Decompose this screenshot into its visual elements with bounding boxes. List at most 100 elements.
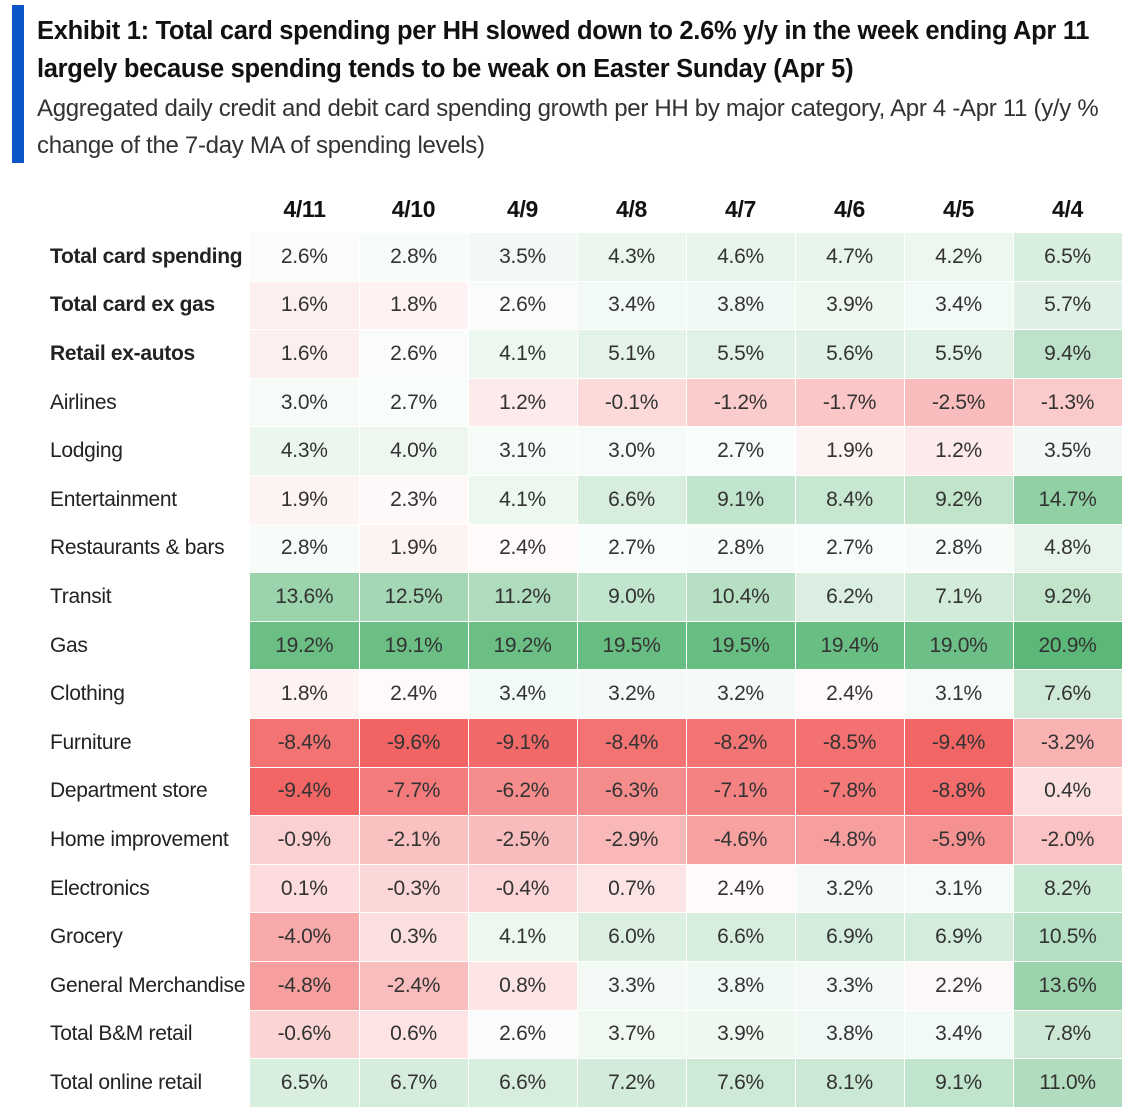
heat-cell: 3.1%	[904, 864, 1014, 914]
heat-cell: 3.0%	[250, 378, 360, 428]
heat-cell: -2.5%	[468, 815, 578, 865]
table-row: Total B&M retail -0.6% 0.6% 2.6% 3.7% 3.9% 3.8…	[42, 1010, 1123, 1060]
table-row: Retail ex-autos 1.6% 2.6% 4.1% 5.1% 5.5% 5.6% 5…	[42, 329, 1123, 379]
heat-cell: 2.4%	[468, 524, 578, 574]
heat-cell: -8.4%	[250, 718, 360, 768]
heat-cell: -1.2%	[686, 378, 796, 428]
heat-cell: -4.0%	[250, 912, 360, 962]
row-label: Gas	[50, 633, 88, 657]
heat-cell: 2.6%	[250, 233, 360, 282]
heat-cell: 4.7%	[795, 233, 905, 282]
row-label: Home improvement	[50, 827, 229, 851]
heat-cell: 6.9%	[795, 912, 905, 962]
column-header: 4/6	[833, 195, 866, 222]
heat-cell: 3.1%	[468, 426, 578, 476]
heat-cell: 2.7%	[686, 426, 796, 476]
heat-cell: 2.2%	[904, 961, 1014, 1011]
heat-cell: -8.5%	[795, 718, 905, 768]
table-row: Gas 19.2% 19.1% 19.2% 19.5% 19.5% 19.4% 19.0% 20…	[42, 621, 1123, 671]
heat-cell: 19.2%	[468, 621, 578, 671]
heat-cell: 0.1%	[250, 864, 360, 914]
heat-cell: 3.4%	[904, 281, 1014, 331]
heat-cell: -0.6%	[250, 1010, 360, 1060]
row-label: Restaurants & bars	[50, 536, 225, 560]
row-label: Department store	[50, 779, 208, 803]
heat-cell: -4.8%	[250, 961, 360, 1011]
chart-title: Exhibit 1: Total card spending per HH sl…	[37, 17, 1090, 83]
heat-cell: 0.7%	[577, 864, 687, 914]
heat-cell: 2.7%	[795, 524, 905, 574]
heat-cell: 2.8%	[250, 524, 360, 574]
heat-cell: -7.7%	[359, 767, 469, 817]
heat-cell: 1.9%	[795, 426, 905, 476]
heat-cell: 2.4%	[359, 669, 469, 719]
column-header: 4/7	[724, 195, 757, 222]
heat-cell: -5.9%	[904, 815, 1014, 865]
heat-cell: 4.8%	[1013, 524, 1123, 574]
heat-cell: 5.7%	[1013, 281, 1123, 331]
row-label: Lodging	[50, 439, 123, 463]
column-header: 4/5	[942, 195, 975, 222]
heat-cell: 6.6%	[686, 912, 796, 962]
heat-cell: 2.6%	[359, 329, 469, 379]
heat-cell: 7.2%	[577, 1058, 687, 1108]
heat-cell: 3.2%	[795, 864, 905, 914]
row-label: Entertainment	[50, 487, 177, 511]
heat-cell: 4.1%	[468, 475, 578, 525]
heat-cell: -7.1%	[686, 767, 796, 817]
heat-cell: 6.5%	[250, 1058, 360, 1108]
heat-cell: 19.1%	[359, 621, 469, 671]
table-row: Department store -9.4% -7.7% -6.2% -6.3% -7.1…	[42, 767, 1123, 817]
row-label: Total card ex gas	[50, 293, 215, 317]
heat-cell: 3.8%	[686, 961, 796, 1011]
heat-cell: -1.7%	[795, 378, 905, 428]
heat-cell: 4.0%	[359, 426, 469, 476]
heat-cell: 3.4%	[468, 669, 578, 719]
table-row: Electronics 0.1% -0.3% -0.4% 0.7% 2.4% 3.2% 3.1…	[42, 864, 1123, 914]
heat-cell: 1.9%	[359, 524, 469, 574]
row-label: Clothing	[50, 682, 125, 706]
heat-cell: 3.9%	[686, 1010, 796, 1060]
table-row: Total card spending 2.6% 2.8% 3.5% 4.3% 4.6% 4…	[42, 233, 1123, 282]
heat-cell: 9.4%	[1013, 329, 1123, 379]
heat-cell: 3.2%	[686, 669, 796, 719]
heat-cell: 19.5%	[577, 621, 687, 671]
heat-cell: 3.7%	[577, 1010, 687, 1060]
heat-cell: -9.6%	[359, 718, 469, 768]
heat-cell: 9.2%	[1013, 572, 1123, 622]
heat-cell: 8.1%	[795, 1058, 905, 1108]
heat-cell: -0.3%	[359, 864, 469, 914]
heat-cell: -6.2%	[468, 767, 578, 817]
column-header: 4/4	[1051, 195, 1084, 222]
heat-cell: 0.6%	[359, 1010, 469, 1060]
heat-cell: 3.2%	[577, 669, 687, 719]
heat-cell: 2.7%	[577, 524, 687, 574]
heat-cell: 1.8%	[250, 669, 360, 719]
heat-cell: -4.6%	[686, 815, 796, 865]
heat-cell: 8.2%	[1013, 864, 1123, 914]
heat-cell: 5.1%	[577, 329, 687, 379]
row-label: Airlines	[50, 390, 117, 414]
heat-cell: -1.3%	[1013, 378, 1123, 428]
heat-cell: 2.4%	[686, 864, 796, 914]
heat-cell: 4.2%	[904, 233, 1014, 282]
chart-subtitle: Aggregated daily credit and debit card s…	[37, 95, 1099, 159]
heat-cell: -2.0%	[1013, 815, 1123, 865]
row-label: Furniture	[50, 730, 132, 754]
heat-cell: 0.3%	[359, 912, 469, 962]
heat-cell: 7.1%	[904, 572, 1014, 622]
heat-cell: 6.6%	[468, 1058, 578, 1108]
heat-cell: 13.6%	[250, 572, 360, 622]
row-label: Total B&M retail	[50, 1022, 193, 1046]
row-label: Grocery	[50, 925, 123, 949]
heatmap-table: 4/11 4/10 4/9 4/8 4/7 4/6 4/5 4/4 Total card sp…	[42, 185, 1123, 1108]
heat-cell: 2.8%	[359, 233, 469, 282]
table-row: Total card ex gas 1.6% 1.8% 2.6% 3.4% 3.8% 3.9…	[42, 281, 1123, 331]
column-header: 4/8	[615, 195, 648, 222]
heat-cell: 13.6%	[1013, 961, 1123, 1011]
heat-cell: -9.1%	[468, 718, 578, 768]
heat-cell: 4.1%	[468, 329, 578, 379]
heat-cell: -9.4%	[904, 718, 1014, 768]
heat-cell: 9.1%	[686, 475, 796, 525]
heat-cell: 12.5%	[359, 572, 469, 622]
